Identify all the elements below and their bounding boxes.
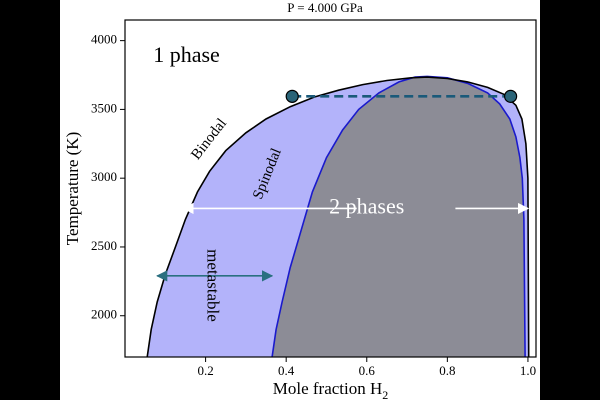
axes-frame: [124, 19, 537, 358]
x-tick-label: 0.6: [359, 363, 376, 378]
y-tick-label: 2000: [91, 307, 117, 322]
tie-point-left: [285, 89, 299, 103]
y-tick-label: 3000: [91, 169, 117, 184]
x-tick-label: 0.8: [439, 363, 455, 378]
x-tick-label: 1.0: [520, 363, 536, 378]
x-axis-label: Mole fraction H2: [273, 379, 389, 400]
x-tick-label: 0.4: [278, 363, 295, 378]
tie-point-right: [504, 89, 518, 103]
spinodal-region: [272, 76, 526, 357]
x-tick-label: 0.2: [197, 363, 213, 378]
x-axis-label-subscript: 2: [382, 388, 388, 400]
metastable-label: metastable: [204, 249, 223, 322]
y-tick-label: 2500: [91, 238, 117, 253]
x-axis-label-main: Mole fraction H: [273, 379, 383, 398]
axes: 0.2 0.4 0.6 0.8 1.0 2000 2500 3000 3500 4000: [91, 19, 537, 378]
one-phase-label: 1 phase: [153, 42, 220, 67]
y-axis-label: Temperature (K): [63, 132, 82, 246]
chart-title: P = 4.000 GPa: [287, 0, 363, 15]
y-tick-label: 3500: [91, 100, 117, 115]
y-tick-label: 4000: [91, 32, 117, 47]
two-phases-label: 2 phases: [329, 193, 404, 218]
